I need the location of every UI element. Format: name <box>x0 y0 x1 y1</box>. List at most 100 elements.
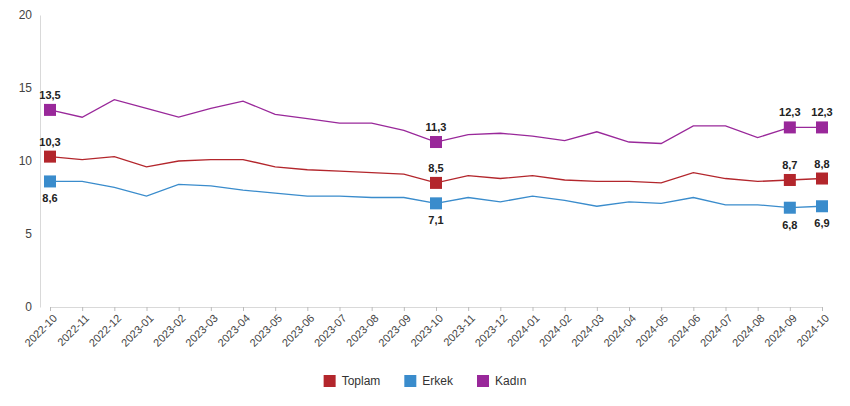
x-tick-label: 2023-05 <box>247 312 284 349</box>
x-tick: 2023-03 <box>183 307 220 349</box>
x-tick-label: 2024-06 <box>665 312 702 349</box>
x-tick-mark <box>822 307 823 311</box>
x-tick-label: 2022-12 <box>86 312 123 349</box>
y-axis: 0 5 10 15 20 <box>19 8 41 314</box>
x-tick: 2024-02 <box>537 307 574 349</box>
x-tick-mark <box>629 307 630 311</box>
x-tick: 2023-10 <box>408 307 445 349</box>
y-tick: 5 <box>25 227 40 241</box>
y-tick: 20 <box>19 8 40 22</box>
x-tick-label: 2024-08 <box>730 312 767 349</box>
x-tick-label: 2023-03 <box>183 312 220 349</box>
x-tick: 2023-06 <box>279 307 316 349</box>
x-tick: 2024-08 <box>730 307 767 349</box>
x-tick: 2023-01 <box>119 307 156 349</box>
y-tick-label: 20 <box>19 8 33 22</box>
marker <box>784 202 796 214</box>
legend-swatch <box>324 375 336 387</box>
y-tick-label: 10 <box>19 154 33 168</box>
x-tick-label: 2024-07 <box>698 312 735 349</box>
x-tick-label: 2024-02 <box>537 312 574 349</box>
x-tick-label: 2024-09 <box>762 312 799 349</box>
marker <box>784 174 796 186</box>
legend-label: Kadın <box>495 374 526 388</box>
data-label: 8,7 <box>782 159 797 171</box>
marker <box>816 121 828 133</box>
marker <box>784 121 796 133</box>
y-tick: 15 <box>19 81 40 95</box>
y-tick-label: 5 <box>25 227 32 241</box>
data-label: 6,9 <box>814 217 829 229</box>
plot-area <box>44 100 828 214</box>
legend-label: Toplam <box>342 374 381 388</box>
x-tick-mark <box>275 307 276 311</box>
chart: 051015202022-102022-112022-122023-012023… <box>0 0 850 406</box>
x-tick-mark <box>114 307 115 311</box>
x-tick-label: 2023-02 <box>151 312 188 349</box>
x-tick: 2023-11 <box>441 307 477 348</box>
x-tick-mark <box>565 307 566 311</box>
data-label: 11,3 <box>426 121 447 133</box>
y-tick: 10 <box>19 154 40 168</box>
x-tick-mark <box>50 307 51 311</box>
x-tick-mark <box>758 307 759 311</box>
x-tick: 2023-09 <box>376 307 413 349</box>
marker <box>816 173 828 185</box>
x-tick: 2024-03 <box>569 307 606 349</box>
x-tick: 2024-07 <box>698 307 735 349</box>
x-tick-mark <box>243 307 244 311</box>
y-axis-line <box>40 16 41 308</box>
x-axis-line <box>51 308 823 312</box>
data-label: 12,3 <box>811 106 832 118</box>
legend-swatch <box>477 375 489 387</box>
x-tick-label: 2023-04 <box>215 312 252 349</box>
x-tick-label: 2023-07 <box>312 312 349 349</box>
x-tick: 2023-05 <box>247 307 284 349</box>
x-axis: 2022-102022-112022-122023-012023-022023-… <box>22 307 831 349</box>
x-tick: 2024-09 <box>762 307 799 349</box>
x-tick-mark <box>726 307 727 311</box>
x-tick: 2023-07 <box>312 307 349 349</box>
legend: Toplam Erkek Kadın <box>324 374 527 388</box>
x-tick-mark <box>404 307 405 311</box>
x-tick-label: 2023-01 <box>119 312 156 349</box>
x-tick-mark <box>468 307 469 311</box>
legend-item[interactable]: Kadın <box>477 374 526 388</box>
x-tick: 2022-12 <box>86 307 123 349</box>
x-tick-mark <box>790 307 791 311</box>
data-labels: 10,38,58,78,88,67,16,86,913,511,312,312,… <box>39 89 832 231</box>
marker <box>430 197 442 209</box>
x-tick-label: 2023-10 <box>408 312 445 349</box>
marker <box>44 104 56 116</box>
data-label: 8,6 <box>42 192 57 204</box>
x-tick-label: 2022-10 <box>22 312 59 349</box>
x-tick-mark <box>533 307 534 311</box>
y-tick-label: 0 <box>25 300 32 314</box>
x-tick: 2024-05 <box>633 307 670 349</box>
data-label: 10,3 <box>39 136 60 148</box>
x-tick-label: 2023-08 <box>344 312 381 349</box>
x-tick-label: 2024-05 <box>633 312 670 349</box>
legend-item[interactable]: Toplam <box>324 374 381 388</box>
x-tick-label: 2023-12 <box>472 312 509 349</box>
x-tick-mark <box>372 307 373 311</box>
x-tick: 2024-01 <box>505 307 542 349</box>
x-tick-label: 2024-01 <box>505 312 542 349</box>
x-tick-label: 2022-11 <box>55 312 91 348</box>
x-tick-mark <box>147 307 148 311</box>
x-tick-mark <box>597 307 598 311</box>
x-tick-mark <box>307 307 308 311</box>
x-tick-mark <box>661 307 662 311</box>
x-tick-mark <box>436 307 437 311</box>
marker <box>44 175 56 187</box>
x-tick-label: 2024-04 <box>601 312 638 349</box>
legend-item[interactable]: Erkek <box>404 374 454 388</box>
marker <box>816 200 828 212</box>
x-tick: 2024-04 <box>601 307 638 349</box>
x-tick-label: 2023-09 <box>376 312 413 349</box>
x-tick-label: 2024-10 <box>794 312 831 349</box>
x-tick-mark <box>693 307 694 311</box>
x-tick-mark <box>82 307 83 311</box>
x-tick-label: 2023-11 <box>441 312 477 348</box>
x-tick-mark <box>500 307 501 311</box>
